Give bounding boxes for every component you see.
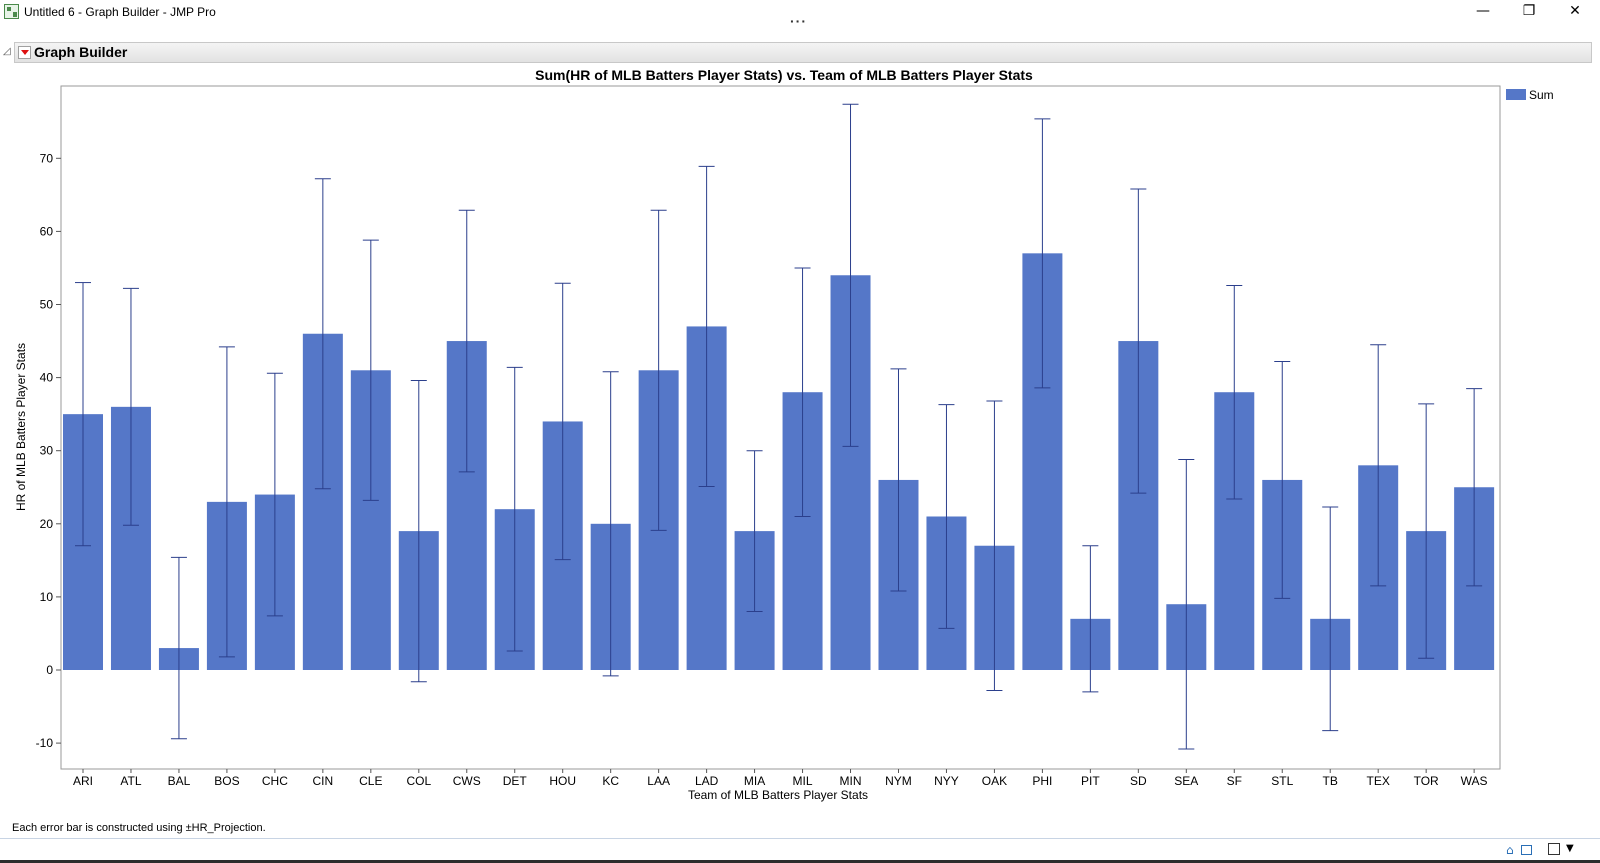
maximize-button[interactable]: ❐ <box>1522 3 1536 19</box>
x-tick-label: CWS <box>453 774 481 788</box>
x-tick-label: SD <box>1130 774 1147 788</box>
x-tick-label: BOS <box>214 774 239 788</box>
y-tick-label: 20 <box>40 517 54 531</box>
x-tick-label: MIL <box>793 774 813 788</box>
outline-header: Graph Builder <box>14 42 1592 63</box>
x-tick-label: HOU <box>549 774 576 788</box>
taskbar-strip <box>0 860 1600 863</box>
x-tick-label: CHC <box>262 774 288 788</box>
y-axis: -10 0 10 20 30 40 50 60 70 <box>36 151 61 750</box>
y-tick-label: 40 <box>40 371 54 385</box>
y-axis-label: HR of MLB Batters Player Stats <box>14 343 28 511</box>
select-checkbox[interactable] <box>1548 843 1560 855</box>
chart-title: Sum(HR of MLB Batters Player Stats) vs. … <box>535 67 1033 83</box>
y-tick-label: 30 <box>40 444 54 458</box>
chart-area: Sum(HR of MLB Batters Player Stats) vs. … <box>14 67 1554 802</box>
chevron-down-icon[interactable]: ▼ <box>1566 843 1574 854</box>
x-tick-label: WAS <box>1461 774 1488 788</box>
x-tick-label: KC <box>602 774 619 788</box>
x-tick-label: COL <box>406 774 431 788</box>
minimize-button[interactable]: — <box>1476 3 1490 19</box>
x-tick-label: STL <box>1271 774 1293 788</box>
app-icon <box>4 4 19 19</box>
y-tick-label: 0 <box>46 663 53 677</box>
x-tick-label: LAA <box>647 774 670 788</box>
error-bars <box>75 103 1483 750</box>
footnote: Each error bar is constructed using ±HR_… <box>12 822 266 834</box>
y-tick-label: 50 <box>40 298 54 312</box>
outline-title: Graph Builder <box>34 44 128 60</box>
x-tick-label: PHI <box>1032 774 1052 788</box>
x-tick-label: MIA <box>744 774 765 788</box>
x-tick-label: TEX <box>1367 774 1390 788</box>
disclosure-icon[interactable]: ◿ <box>3 46 11 57</box>
home-icon[interactable]: ⌂ <box>1506 843 1514 857</box>
x-tick-label: MIN <box>840 774 862 788</box>
y-tick-label: 10 <box>40 590 54 604</box>
window-title-bar: Untitled 6 - Graph Builder - JMP Pro — ❐… <box>0 0 1600 24</box>
x-tick-label: LAD <box>695 774 719 788</box>
x-tick-label: DET <box>503 774 528 788</box>
plot-frame <box>60 85 1501 770</box>
x-tick-label: NYM <box>885 774 912 788</box>
y-tick-label: -10 <box>36 736 54 750</box>
x-tick-label: CLE <box>359 774 382 788</box>
y-tick-label: 70 <box>40 151 54 165</box>
x-tick-label: SEA <box>1174 774 1198 788</box>
x-tick-label: SF <box>1227 774 1242 788</box>
x-tick-label: OAK <box>982 774 1007 788</box>
x-tick-label: ATL <box>120 774 141 788</box>
x-tick-label: TOR <box>1414 774 1439 788</box>
red-triangle-menu-icon[interactable] <box>18 46 31 59</box>
x-axis-label: Team of MLB Batters Player Stats <box>688 788 868 802</box>
status-bar <box>0 838 1600 863</box>
window-title: Untitled 6 - Graph Builder - JMP Pro <box>24 5 216 19</box>
x-tick-label: ARI <box>73 774 93 788</box>
x-tick-label: TB <box>1323 774 1338 788</box>
close-button[interactable]: ✕ <box>1569 3 1581 19</box>
export-icon[interactable] <box>1521 845 1532 855</box>
x-tick-label: BAL <box>168 774 191 788</box>
x-tick-label: PIT <box>1081 774 1100 788</box>
legend-swatch[interactable] <box>1506 89 1526 100</box>
legend-label: Sum <box>1529 88 1554 102</box>
x-axis: ARI ATL BAL BOS CHC CIN CLE COL CWS DET HOU KC LAA LA… <box>73 769 1488 788</box>
x-tick-label: NYY <box>934 774 959 788</box>
more-options-icon[interactable]: ··· <box>790 13 807 29</box>
y-tick-label: 60 <box>40 224 54 238</box>
x-tick-label: CIN <box>313 774 334 788</box>
